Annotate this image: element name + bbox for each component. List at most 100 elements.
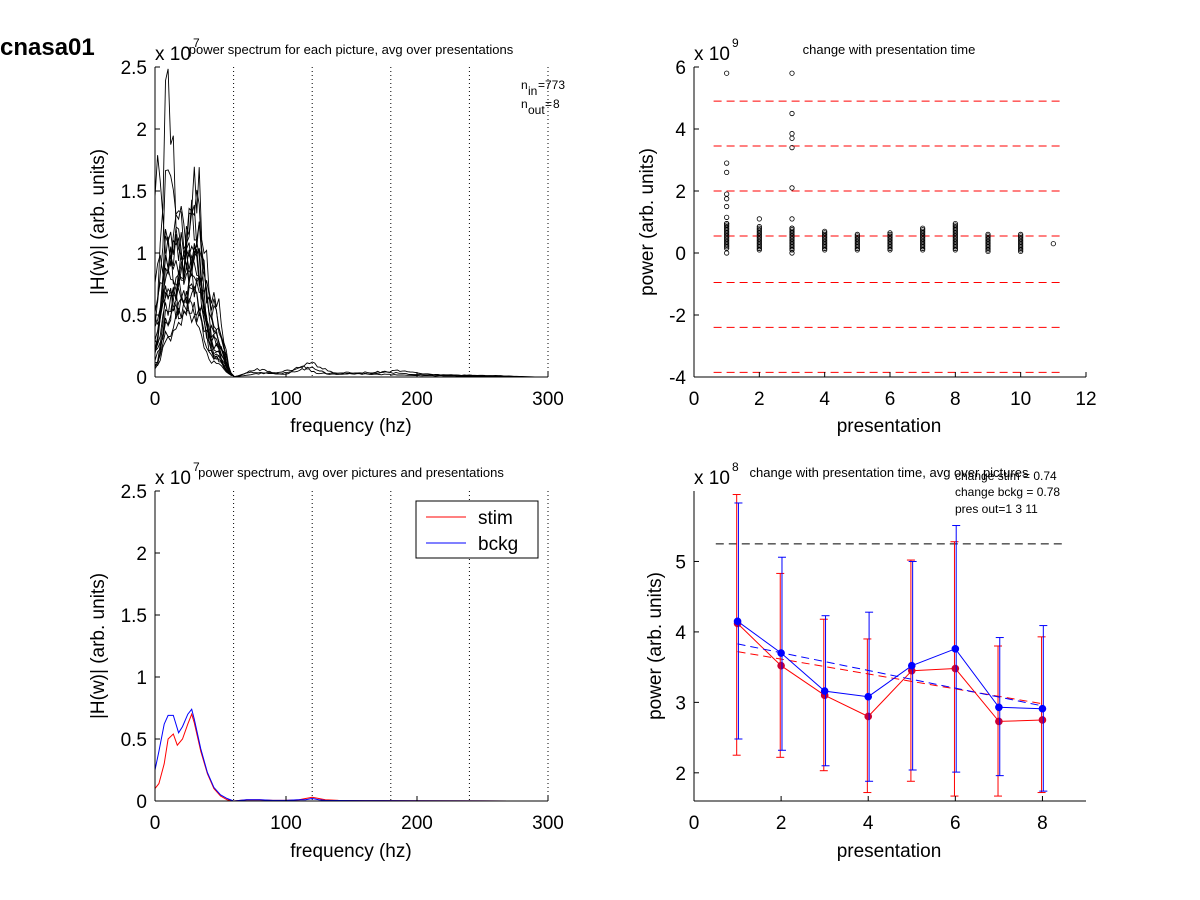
p4-data-point-bckg xyxy=(1038,704,1047,713)
p4-series xyxy=(732,494,1048,797)
p4-data-point-stim xyxy=(864,712,873,721)
panel-change-presentation-time: 0 2 4 6 8 10 12 -4 -2 0 2 4 6 x 10 9 change with pr… xyxy=(637,36,1097,437)
p2-data-point xyxy=(887,233,893,239)
svg-text:=: = xyxy=(538,78,545,92)
p4-series-line-stim xyxy=(737,623,1043,722)
p4-annotation-pres-out: pres out=1 3 11 xyxy=(955,502,1038,516)
p3-ytick-label: 1 xyxy=(136,668,147,689)
p2-data-point xyxy=(1018,231,1024,237)
p2-data-point xyxy=(1050,241,1056,247)
p3-ytick-label: 0.5 xyxy=(121,730,147,751)
p1-yticks: 0 0.5 1 1.5 2 2.5 xyxy=(121,58,160,389)
p2-data-point xyxy=(756,227,762,233)
p3-yticks: 0 0.5 1 1.5 2 2.5 xyxy=(121,482,160,813)
p1-ytick-label: 1.5 xyxy=(121,182,147,203)
p1-trace xyxy=(154,280,234,377)
p3-ylabel: |H(w)| (arb. units) xyxy=(88,573,109,719)
p4-data-point-stim xyxy=(1038,716,1047,724)
p2-ylabel: power (arb. units) xyxy=(637,148,658,296)
p4-annotation-change-stim: change stim = 0.74 xyxy=(955,469,1057,483)
p2-data-point xyxy=(789,228,795,234)
p4-data-point-bckg xyxy=(733,617,742,626)
p2-data-point xyxy=(854,231,860,237)
p1-xticks: 0 100 200 300 xyxy=(150,372,564,410)
p4-exp-power: 8 xyxy=(732,460,739,474)
p1-traces xyxy=(154,68,548,378)
p3-xtick-label: 100 xyxy=(270,813,302,834)
panel-change-avg: 0 2 4 6 8 2 3 4 5 x 10 8 change with presentati… xyxy=(645,460,1086,862)
p4-data-point-bckg xyxy=(820,687,829,695)
p1-xlabel: frequency (hz) xyxy=(290,416,411,437)
svg-text:out: out xyxy=(528,103,545,117)
p2-data-point xyxy=(920,225,926,231)
p2-xticks: 0 2 4 6 8 10 12 xyxy=(689,372,1097,410)
svg-text:n: n xyxy=(521,78,528,92)
p2-xtick-label: 12 xyxy=(1075,389,1096,410)
p2-data-point xyxy=(985,231,991,237)
p2-data-point xyxy=(887,230,893,236)
p2-data-point xyxy=(789,110,795,117)
p3-exp-base: x 10 xyxy=(155,468,191,489)
p2-xtick-label: 4 xyxy=(819,389,830,410)
p2-data-point xyxy=(724,220,730,227)
p2-ytick-label: 6 xyxy=(675,58,686,79)
p2-exp-base: x 10 xyxy=(694,44,730,65)
p2-xtick-label: 10 xyxy=(1010,389,1031,410)
p2-data-point xyxy=(854,233,860,239)
p2-data-point xyxy=(789,131,795,137)
p2-xlabel: presentation xyxy=(837,416,942,437)
p1-xtick-label: 300 xyxy=(532,389,564,410)
p2-data-point xyxy=(789,225,795,231)
p1-xtick-label: 0 xyxy=(150,389,161,410)
p2-data-point xyxy=(822,230,828,236)
p2-hlines xyxy=(713,100,1060,373)
figure-label: cnasa01 xyxy=(0,34,95,61)
p2-data-point xyxy=(724,70,730,76)
p3-ytick-label: 2.5 xyxy=(121,482,147,503)
p4-xtick-label: 2 xyxy=(776,813,787,834)
p2-data-point xyxy=(789,70,795,76)
p2-xtick-label: 0 xyxy=(689,389,700,410)
p3-ytick-label: 2 xyxy=(136,544,147,565)
svg-text:in: in xyxy=(528,84,537,98)
p2-xtick-label: 6 xyxy=(885,389,896,410)
p4-data-point-bckg xyxy=(951,645,960,653)
p4-xtick-label: 6 xyxy=(950,813,961,834)
p2-data-point xyxy=(789,250,795,256)
p2-data-point xyxy=(724,196,730,202)
p2-xtick-label: 2 xyxy=(754,389,765,410)
p1-title: power spectrum for each picture, avg ove… xyxy=(189,42,514,57)
p2-data-point xyxy=(724,224,730,230)
p1-trace xyxy=(154,236,234,377)
p3-series-line-stim xyxy=(154,712,549,802)
p2-data-point xyxy=(756,224,762,230)
p3-series xyxy=(154,708,549,802)
p1-trace xyxy=(154,291,234,377)
p4-data-point-bckg xyxy=(907,661,916,670)
p1-n-in: 773 xyxy=(545,78,565,92)
p1-n-annotation: n in = 773 n out = 8 xyxy=(521,78,565,117)
p1-exp-power: 7 xyxy=(193,36,200,50)
p1-trace xyxy=(154,245,234,377)
p1-exp-base: x 10 xyxy=(155,44,191,65)
p4-series-line-bckg xyxy=(737,620,1043,710)
p2-ytick-label: 0 xyxy=(675,244,686,265)
p4-xticks: 0 2 4 6 8 xyxy=(689,796,1048,834)
p4-ylabel: power (arb. units) xyxy=(645,572,666,720)
p3-xtick-label: 200 xyxy=(401,813,433,834)
p3-xtick-label: 300 xyxy=(532,813,564,834)
p3-legend: stim bckg xyxy=(415,500,539,559)
p3-ytick-label: 1.5 xyxy=(121,606,147,627)
p2-exp-power: 9 xyxy=(732,36,739,50)
p2-data-point xyxy=(1018,234,1024,241)
p3-ytick-label: 0 xyxy=(136,792,147,813)
p2-markers xyxy=(724,70,1056,256)
panel-spectrum-each-picture: 0 100 200 300 0 0.5 1 1.5 2 2.5 x 10 7 power spe… xyxy=(88,36,565,437)
p1-n-out: 8 xyxy=(553,97,560,111)
p2-data-point xyxy=(854,234,860,241)
p2-data-point xyxy=(789,185,795,191)
p2-data-point xyxy=(1018,233,1024,239)
p2-data-point xyxy=(724,222,730,228)
p2-data-point xyxy=(724,250,730,256)
